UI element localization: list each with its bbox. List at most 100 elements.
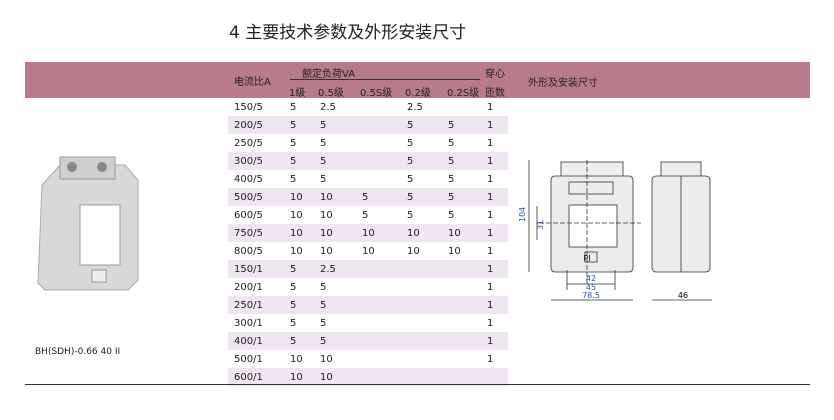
table-cell: 1 [487,318,494,329]
table-row: 500/1 10 10 1 [228,350,508,368]
table-cell: 5 [290,174,297,185]
table-row: 500/5 10 10 5 5 5 1 [228,188,508,206]
table-cell: 5 [290,102,297,113]
header-divider [290,79,480,80]
dim-78-5: 78.5 [582,291,600,300]
dim-104: 104 [518,207,527,222]
table-cell: 5 [407,174,414,185]
table-row: 150/1 5 2.5 1 [228,260,508,278]
table-cell: 10 [320,354,333,365]
table-header-band [25,62,810,98]
table-row: 300/1 5 5 1 [228,314,508,332]
table-cell: 10 [320,246,333,257]
table-cell: 1 [487,102,494,113]
table-cell: 200/1 [234,282,263,293]
table-cell: 250/5 [234,138,263,149]
table-cell: 5 [448,210,455,221]
header-turns2: 匝数 [485,88,505,99]
table-cell: 5 [320,318,327,329]
table-cell: 5 [448,192,455,203]
table-cell: 1 [487,264,494,275]
table-cell: 5 [320,156,327,167]
table-row: 200/5 5 5 5 5 1 [228,116,508,134]
table-cell: 5 [407,156,414,167]
table-cell: 5 [290,120,297,131]
table-cell: 200/5 [234,120,263,131]
product-caption: BH(SDH)-0.66 40 II [35,347,121,357]
table-cell: 10 [290,246,303,257]
table-cell: 5 [290,300,297,311]
table-row: 400/1 5 5 1 [228,332,508,350]
table-cell: 10 [407,228,420,239]
table-cell: 5 [290,156,297,167]
table-cell: 5 [290,318,297,329]
table-row: 600/5 10 10 5 5 5 1 [228,206,508,224]
table-cell: 10 [320,192,333,203]
table-bottom-rule [25,384,810,385]
table-cell: 10 [320,228,333,239]
table-cell: 5 [407,120,414,131]
product-photo [37,156,139,291]
table-row: 150/5 5 2.5 2.5 1 [228,98,508,116]
table-cell: 500/1 [234,354,263,365]
table-cell: 1 [487,300,494,311]
table-row: 600/1 10 10 [228,368,508,386]
header-turns: 穿心 [485,69,505,80]
table-cell: 5 [320,174,327,185]
header-ratio: 电流比A [234,77,271,88]
table-cell: 10 [362,246,375,257]
table-cell: 400/5 [234,174,263,185]
table-cell: 5 [290,264,297,275]
table-cell: 1 [487,156,494,167]
header-dims: 外形及安装尺寸 [528,78,598,89]
table-cell: 10 [290,192,303,203]
table-cell: 5 [362,210,369,221]
table-row: 200/1 5 5 1 [228,278,508,296]
table-cell: 800/5 [234,246,263,257]
table-cell: 5 [320,336,327,347]
table-cell: 10 [290,354,303,365]
table-cell: 250/1 [234,300,263,311]
table-cell: 5 [320,300,327,311]
table-row: 250/1 5 5 1 [228,296,508,314]
table-cell: 10 [320,210,333,221]
table-cell: 5 [448,156,455,167]
table-cell: 2.5 [320,102,336,113]
table-row: 800/5 10 10 10 10 10 1 [228,242,508,260]
table-cell: 10 [320,372,333,383]
dim-31: 31 [536,220,545,230]
table-cell: 1 [487,246,494,257]
table-row: 250/5 5 5 5 5 1 [228,134,508,152]
table-cell: 150/1 [234,264,263,275]
dim-45: 45 [586,283,596,292]
table-cell: 5 [320,138,327,149]
table-cell: 5 [407,210,414,221]
table-cell: 150/5 [234,102,263,113]
table-cell: 2.5 [320,264,336,275]
drawing-label: PI [583,254,590,263]
table-cell: 1 [487,336,494,347]
header-02s: 0.2S级 [447,88,480,99]
table-cell: 10 [448,246,461,257]
dimension-drawing: PI 104 31 42 45 78.5 46 [518,160,712,301]
table-cell: 1 [487,174,494,185]
table-cell: 5 [448,174,455,185]
table-cell: 5 [290,282,297,293]
header-burden: 额定负荷VA [302,69,356,80]
table-cell: 300/5 [234,156,263,167]
dim-42: 42 [586,274,596,283]
table-cell: 600/5 [234,210,263,221]
table-cell: 5 [290,138,297,149]
table-cell: 5 [320,120,327,131]
table-cell: 5 [407,138,414,149]
table-cell: 5 [448,120,455,131]
table-cell: 1 [487,192,494,203]
table-cell: 5 [407,192,414,203]
table-cell: 400/1 [234,336,263,347]
table-cell: 2.5 [407,102,423,113]
table-cell: 1 [487,354,494,365]
table-cell: 1 [487,210,494,221]
header-1: 1级 [289,88,306,99]
table-cell: 10 [290,210,303,221]
table-cell: 5 [362,192,369,203]
